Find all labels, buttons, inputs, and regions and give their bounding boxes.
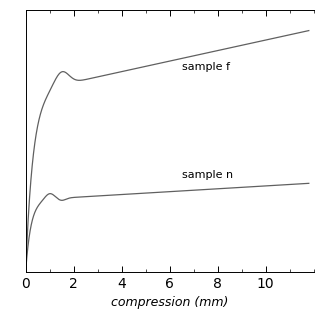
Text: sample f: sample f [182,62,230,72]
X-axis label: compression (mm): compression (mm) [111,296,228,309]
Text: sample n: sample n [182,170,233,180]
